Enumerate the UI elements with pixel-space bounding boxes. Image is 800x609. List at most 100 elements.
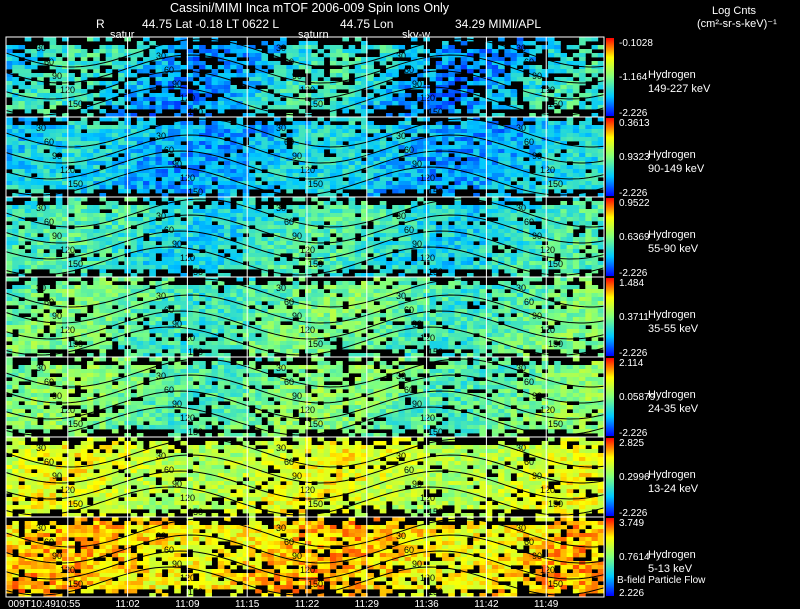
heatmap-cell bbox=[473, 165, 480, 170]
heatmap-cell bbox=[80, 65, 88, 70]
heatmap-cell bbox=[167, 225, 175, 230]
heatmap-cell bbox=[547, 265, 555, 270]
heatmap-cell bbox=[105, 53, 113, 58]
heatmap-cell bbox=[510, 217, 518, 222]
colorbar-min: -2.226 bbox=[619, 188, 648, 199]
heatmap-cell bbox=[136, 133, 144, 138]
heatmap-cell bbox=[529, 181, 536, 186]
heatmap-cell bbox=[435, 237, 443, 242]
heatmap-cell bbox=[292, 145, 300, 150]
heatmap-cell bbox=[516, 189, 524, 194]
heatmap-cell bbox=[149, 241, 156, 246]
heatmap-cell bbox=[242, 49, 250, 54]
heatmap-cell bbox=[473, 101, 480, 106]
heatmap-cell bbox=[280, 229, 287, 234]
heatmap-cell bbox=[105, 285, 113, 290]
heatmap-cell bbox=[323, 177, 331, 182]
heatmap-cell bbox=[267, 217, 275, 222]
colorbar-mid: -1.164 bbox=[619, 72, 648, 83]
heatmap-cell bbox=[435, 261, 443, 266]
heatmap-cell bbox=[280, 185, 287, 190]
heatmap-cell bbox=[529, 113, 536, 118]
heatmap-cell bbox=[143, 145, 150, 150]
heatmap-cell bbox=[86, 229, 94, 234]
heatmap-cell bbox=[454, 297, 462, 302]
heatmap-cell bbox=[136, 53, 144, 58]
heatmap-cell bbox=[224, 209, 231, 214]
heatmap-cell bbox=[80, 189, 88, 194]
heatmap-cell bbox=[385, 249, 393, 254]
heatmap-cell bbox=[367, 273, 374, 278]
heatmap-cell bbox=[460, 173, 468, 178]
heatmap-cell bbox=[74, 285, 82, 290]
heatmap-cell bbox=[473, 149, 480, 154]
heatmap-cell bbox=[348, 161, 356, 166]
heatmap-cell bbox=[305, 165, 312, 170]
heatmap-cell bbox=[111, 181, 119, 186]
heatmap-cell bbox=[585, 237, 592, 242]
heatmap-cell bbox=[93, 165, 100, 170]
heatmap-cell bbox=[560, 229, 568, 234]
heatmap-cell bbox=[292, 221, 300, 226]
heatmap-cell bbox=[329, 169, 337, 174]
heatmap-cell bbox=[498, 285, 505, 290]
heatmap-cell bbox=[554, 261, 561, 266]
heatmap-cell bbox=[311, 153, 318, 158]
heatmap-cell bbox=[385, 161, 393, 166]
heatmap-cell bbox=[74, 217, 82, 222]
heatmap-cell bbox=[323, 45, 331, 50]
heatmap-cell bbox=[305, 269, 312, 274]
heatmap-cell bbox=[429, 265, 437, 270]
heatmap-cell bbox=[305, 129, 312, 134]
heatmap-cell bbox=[591, 181, 599, 186]
heatmap-cell bbox=[286, 221, 293, 226]
heatmap-cell bbox=[385, 281, 393, 286]
heatmap-cell bbox=[99, 269, 107, 274]
heatmap-cell bbox=[523, 281, 530, 286]
heatmap-cell bbox=[211, 161, 219, 166]
heatmap-cell bbox=[547, 261, 555, 266]
heatmap-cell bbox=[491, 301, 499, 306]
heatmap-cell bbox=[12, 157, 19, 162]
heatmap-cell bbox=[398, 205, 406, 210]
heatmap-cell bbox=[167, 293, 175, 298]
heatmap-cell bbox=[224, 93, 231, 98]
heatmap-cell bbox=[192, 217, 200, 222]
heatmap-cell bbox=[348, 169, 356, 174]
heatmap-cell bbox=[55, 77, 63, 82]
heatmap-cell bbox=[217, 193, 225, 198]
heatmap-cell bbox=[199, 233, 206, 238]
heatmap-cell bbox=[211, 213, 219, 218]
heatmap-cell bbox=[37, 109, 44, 114]
heatmap-cell bbox=[161, 293, 169, 298]
heatmap-cell bbox=[130, 125, 138, 130]
heatmap-cell bbox=[155, 293, 163, 298]
heatmap-cell bbox=[504, 73, 511, 78]
heatmap-cell bbox=[566, 189, 574, 194]
heatmap-cell bbox=[180, 121, 188, 126]
heatmap-cell bbox=[86, 85, 94, 90]
heatmap-cell bbox=[448, 253, 455, 258]
heatmap-cell bbox=[93, 149, 100, 154]
heatmap-cell bbox=[49, 153, 57, 158]
heatmap-cell bbox=[298, 157, 306, 162]
heatmap-cell bbox=[62, 289, 69, 294]
heatmap-cell bbox=[280, 161, 287, 166]
heatmap-cell bbox=[473, 181, 480, 186]
heatmap-cell bbox=[298, 109, 306, 114]
heatmap-cell bbox=[12, 141, 19, 146]
heatmap-cell bbox=[161, 45, 169, 50]
heatmap-cell bbox=[510, 233, 518, 238]
heatmap-cell bbox=[442, 217, 449, 222]
heatmap-cell bbox=[105, 57, 113, 62]
heatmap-cell bbox=[230, 137, 237, 142]
heatmap-cell bbox=[342, 193, 350, 198]
heatmap-cell bbox=[155, 101, 163, 106]
heatmap-cell bbox=[37, 85, 44, 90]
heatmap-cell bbox=[105, 201, 113, 206]
heatmap-cell bbox=[529, 265, 536, 270]
heatmap-cell bbox=[454, 153, 462, 158]
heatmap-cell bbox=[267, 145, 275, 150]
heatmap-cell bbox=[442, 85, 449, 90]
heatmap-cell bbox=[161, 249, 169, 254]
